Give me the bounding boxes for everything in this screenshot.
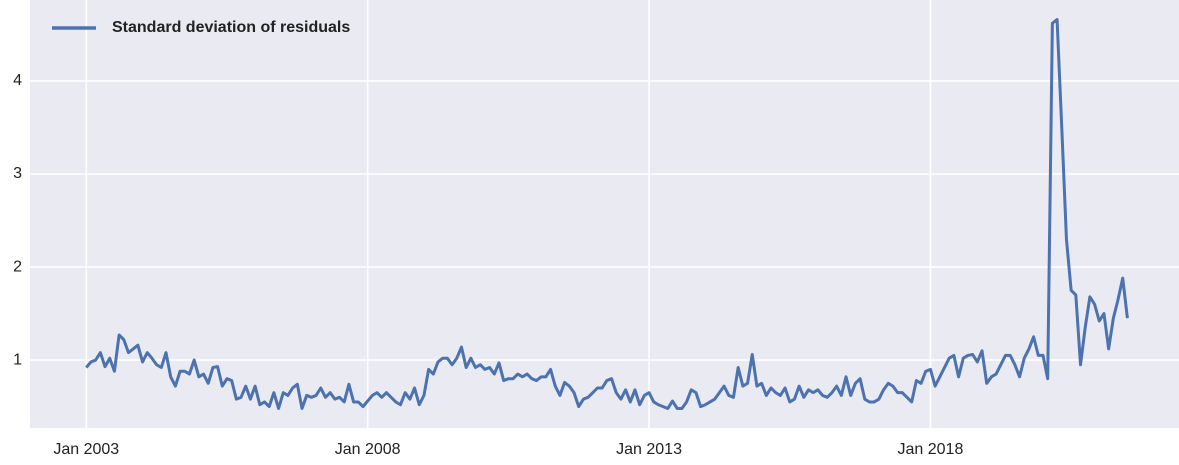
y-tick-label: 1 (13, 351, 22, 368)
plot-area (30, 0, 1179, 428)
legend-label: Standard deviation of residuals (112, 19, 350, 36)
x-tick-label: Jan 2018 (898, 441, 964, 458)
x-tick-label: Jan 2003 (53, 441, 119, 458)
y-tick-label: 3 (13, 165, 22, 182)
y-tick-label: 4 (13, 72, 22, 89)
data-line (85, 18, 1129, 410)
x-tick-label: Jan 2008 (335, 441, 401, 458)
y-tick-label: 2 (13, 258, 22, 275)
x-tick-label: Jan 2013 (616, 441, 682, 458)
